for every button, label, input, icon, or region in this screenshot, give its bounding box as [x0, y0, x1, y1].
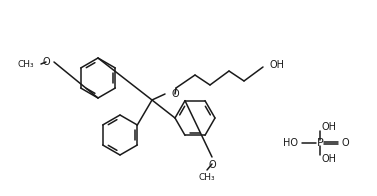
- Text: O: O: [42, 57, 50, 67]
- Text: CH₃: CH₃: [199, 173, 215, 182]
- Text: P: P: [317, 138, 323, 148]
- Text: OH: OH: [322, 154, 337, 164]
- Text: O: O: [341, 138, 349, 148]
- Text: OH: OH: [322, 122, 337, 132]
- Text: O: O: [171, 89, 179, 99]
- Text: HO: HO: [283, 138, 298, 148]
- Text: O: O: [208, 160, 216, 170]
- Text: OH: OH: [270, 60, 285, 70]
- Text: CH₃: CH₃: [17, 60, 34, 68]
